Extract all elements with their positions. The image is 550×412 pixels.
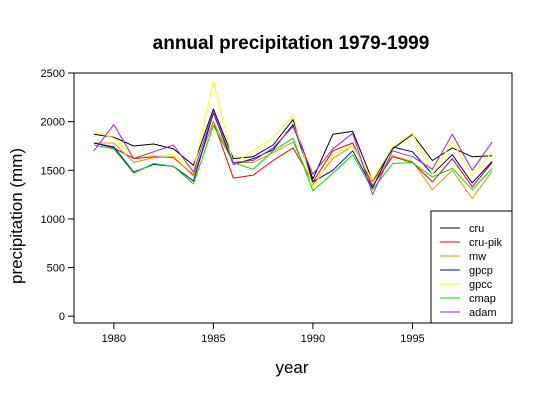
series-line-adam: [93, 111, 493, 196]
x-tick-label: 1990: [301, 333, 325, 345]
x-axis: 1980 1985 1990 1995: [102, 323, 425, 345]
series-line-gpcp: [93, 112, 493, 189]
x-axis-title: year: [275, 358, 308, 377]
legend-label-cmap: cmap: [469, 293, 496, 305]
series-line-mw: [93, 121, 493, 199]
y-axis: 0 500 1000 1500 2000 2500: [41, 68, 74, 323]
y-tick-label: 2500: [41, 68, 65, 80]
series-line-cru: [93, 108, 493, 182]
legend-label-gpcp: gpcp: [469, 265, 493, 277]
legend-label-mw: mw: [469, 251, 486, 263]
x-tick-label: 1980: [102, 333, 126, 345]
x-tick-label: 1985: [201, 333, 225, 345]
y-axis-title: precipitation (mm): [7, 148, 26, 284]
chart-title: annual precipitation 1979-1999: [153, 33, 430, 54]
y-tick-label: 1000: [41, 214, 65, 226]
series-line-cmap: [93, 125, 493, 192]
y-tick-label: 0: [59, 311, 65, 323]
series-line-gpcc: [93, 80, 493, 189]
legend-label-cru-pik: cru-pik: [469, 237, 503, 249]
legend-label-gpcc: gpcc: [469, 279, 493, 291]
y-tick-label: 1500: [41, 165, 65, 177]
legend: cru cru-pik mw gpcp gpcc cmap adam: [430, 210, 513, 324]
x-tick-label: 1995: [400, 333, 424, 345]
legend-box: [430, 210, 513, 324]
y-tick-label: 2000: [41, 117, 65, 129]
legend-label-cru: cru: [469, 223, 484, 235]
legend-label-adam: adam: [469, 307, 497, 319]
plot-frame: [73, 72, 513, 324]
y-tick-label: 500: [47, 263, 65, 275]
series-layer: [93, 80, 493, 199]
